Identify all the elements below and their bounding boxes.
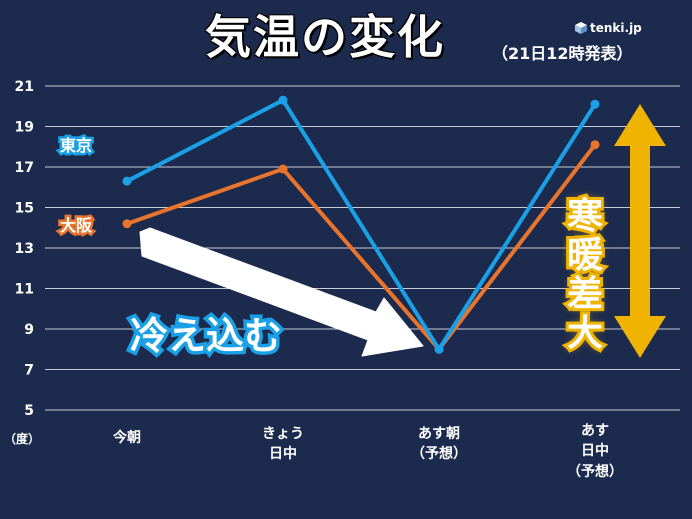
x-category-line: 日中: [581, 443, 609, 460]
page-title: 気温の変化: [205, 10, 445, 64]
x-category-label: あす日中 （予想）: [550, 421, 640, 482]
x-category-line: （予想）: [411, 446, 467, 463]
y-tick-label: 7: [24, 363, 34, 379]
y-tick-label: 19: [15, 120, 34, 136]
series-lines: [122, 95, 600, 354]
range-char: 差: [564, 272, 606, 317]
data-point-tokyo: [278, 95, 288, 105]
y-tick-label: 15: [15, 201, 34, 217]
x-category-line: あす朝: [418, 426, 460, 442]
legend-osaka: 大阪: [57, 215, 94, 236]
y-tick-label: 9: [24, 322, 34, 338]
range-double-arrow-icon: [614, 104, 666, 358]
x-category-label: きょう 日中: [238, 424, 328, 465]
range-char: 寒: [564, 194, 606, 239]
y-axis-ticks: 21 19 17 15 13 11 9 7 5: [15, 79, 34, 419]
legend-tokyo: 東京: [57, 135, 94, 156]
x-category-line: 日中: [269, 446, 297, 463]
y-tick-label: 21: [15, 79, 34, 95]
data-point-osaka: [278, 164, 288, 174]
logo-text: tenki.jp: [590, 21, 642, 35]
data-point-tokyo: [590, 99, 600, 109]
data-point-osaka: [122, 219, 132, 229]
cooling-arrow-icon: [139, 227, 424, 357]
unit-label: （度）: [4, 432, 41, 446]
x-category-label: 今朝: [82, 428, 172, 448]
range-label: 寒 暖 差 大: [562, 194, 608, 356]
y-tick-label: 5: [24, 403, 34, 419]
tenki-cube-icon: [575, 22, 587, 34]
y-tick-label: 17: [15, 160, 34, 176]
x-category-label: あす朝 （予想）: [394, 424, 484, 465]
y-tick-label: 13: [15, 241, 34, 257]
y-tick-label: 11: [15, 282, 34, 298]
data-point-tokyo: [122, 176, 132, 186]
x-category-line: 今朝: [113, 430, 141, 446]
series-line-tokyo: [126, 98, 597, 352]
cooling-label: 冷え込む: [126, 314, 285, 359]
x-category-line: （予想）: [567, 463, 623, 480]
data-point-osaka: [590, 140, 600, 150]
x-category-line: きょう: [262, 426, 304, 442]
tenki-logo: tenki.jp: [575, 22, 642, 34]
range-char: 大: [564, 311, 606, 356]
issue-time: （21日12時発表）: [492, 44, 633, 63]
x-category-line: あす: [581, 423, 609, 439]
data-point-tokyo: [434, 344, 444, 354]
series-line-osaka: [126, 143, 597, 352]
range-char: 暖: [564, 233, 606, 278]
